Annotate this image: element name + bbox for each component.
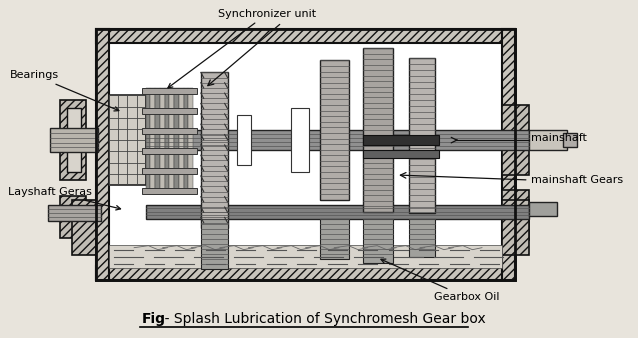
Bar (320, 61, 348, 200)
Bar (320, 219, 348, 259)
Bar (96, 266, 516, 280)
Bar (160, 88, 165, 193)
Bar (169, 88, 174, 193)
Bar (155, 88, 160, 193)
Bar (201, 219, 228, 269)
Bar (96, 29, 516, 280)
Bar (142, 188, 197, 194)
Bar (201, 72, 228, 228)
Bar (502, 29, 516, 280)
Bar (142, 128, 197, 134)
Bar (109, 43, 502, 266)
Bar (502, 105, 529, 175)
Bar (96, 29, 109, 280)
Bar (165, 88, 169, 193)
Bar (363, 150, 439, 158)
Bar (408, 58, 435, 213)
Text: Fig: Fig (142, 312, 166, 327)
Bar (184, 88, 188, 193)
Bar (529, 130, 567, 150)
Bar (563, 133, 577, 147)
Text: :- Splash Lubrication of Synchromesh Gear box: :- Splash Lubrication of Synchromesh Gea… (160, 312, 486, 327)
Bar (292, 108, 309, 172)
Bar (60, 196, 87, 238)
Text: mainshaft Gears: mainshaft Gears (531, 175, 623, 185)
Text: Layshaft Geras: Layshaft Geras (8, 187, 121, 210)
Bar (50, 128, 98, 152)
Bar (142, 88, 197, 94)
Bar (174, 88, 179, 193)
Bar (188, 88, 193, 193)
Text: mainshaft: mainshaft (531, 133, 586, 143)
Bar (145, 205, 529, 219)
Bar (145, 130, 529, 150)
Bar (68, 108, 81, 172)
Bar (363, 48, 394, 212)
Bar (529, 202, 557, 216)
Text: Gearbox Oil: Gearbox Oil (381, 259, 500, 303)
Bar (408, 219, 435, 257)
Bar (142, 148, 197, 154)
Bar (109, 245, 502, 268)
Text: Bearings: Bearings (10, 70, 119, 111)
Bar (109, 95, 145, 185)
Text: Synchronizer unit: Synchronizer unit (168, 9, 316, 88)
Bar (145, 88, 151, 193)
Bar (142, 108, 197, 114)
Bar (142, 168, 197, 174)
Bar (502, 190, 529, 240)
Bar (363, 219, 394, 263)
Bar (363, 135, 439, 145)
Bar (502, 200, 529, 255)
Bar (179, 88, 184, 193)
Bar (96, 29, 516, 43)
Bar (237, 115, 251, 165)
Bar (151, 88, 155, 193)
Bar (60, 100, 87, 180)
Bar (72, 200, 96, 255)
Bar (96, 29, 516, 280)
Bar (48, 205, 101, 221)
